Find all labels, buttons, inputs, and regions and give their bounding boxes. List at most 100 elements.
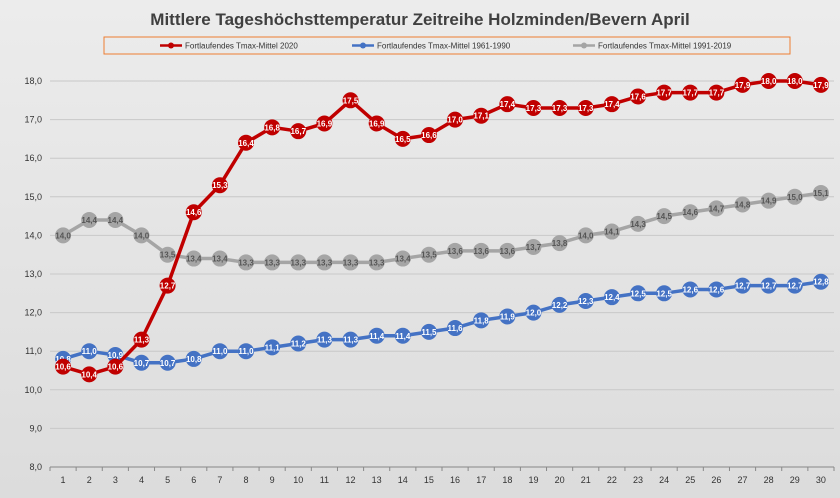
data-point	[133, 354, 150, 371]
x-tick-label: 2	[87, 475, 92, 485]
data-point	[760, 73, 777, 89]
data-label: 14,6	[682, 208, 698, 217]
data-point	[368, 254, 385, 271]
data-point	[708, 281, 725, 298]
data-label: 14,7	[709, 204, 725, 213]
x-tick-label: 26	[711, 475, 721, 485]
data-label: 16,7	[290, 127, 306, 136]
x-tick-label: 24	[659, 475, 669, 485]
data-label: 10,6	[108, 363, 124, 372]
data-label: 11,4	[369, 332, 385, 341]
legend-swatch-marker	[581, 42, 587, 49]
data-label: 15,1	[813, 189, 829, 198]
data-point	[316, 115, 333, 132]
data-point	[211, 250, 228, 267]
data-label: 17,7	[656, 89, 672, 98]
data-point	[734, 277, 751, 294]
data-point	[368, 115, 385, 132]
data-point	[734, 196, 751, 213]
data-point	[238, 254, 254, 271]
data-point	[734, 76, 751, 93]
data-label: 11,0	[212, 347, 228, 356]
data-label: 11,0	[82, 347, 98, 356]
chart-title: Mittlere Tageshöchsttemperatur Zeitreihe…	[150, 10, 689, 29]
series-2: 14,0 14,4 14,4 14,0 13,5 13,4 13,4 13,3 13,3 13,3…	[55, 184, 829, 271]
data-label: 10,9	[108, 351, 124, 360]
data-label: 16,9	[369, 119, 385, 128]
data-point	[499, 242, 516, 259]
data-point	[159, 246, 176, 263]
data-point	[290, 335, 307, 352]
legend-swatch-marker	[360, 42, 366, 49]
data-point	[264, 254, 281, 271]
x-tick-label: 10	[293, 475, 303, 485]
data-label: 13,4	[212, 255, 228, 264]
data-point	[107, 347, 124, 364]
data-label: 17,1	[473, 112, 489, 121]
data-label: 13,8	[552, 239, 568, 248]
data-label: 14,0	[55, 231, 71, 240]
x-tick-label: 9	[270, 475, 275, 485]
data-label: 14,9	[761, 197, 777, 206]
data-point	[812, 184, 829, 201]
data-point	[55, 358, 72, 375]
data-point	[316, 254, 333, 271]
data-point	[133, 331, 150, 348]
data-label: 13,4	[186, 255, 202, 264]
data-point	[682, 204, 699, 221]
data-label: 13,5	[421, 251, 437, 260]
x-tick-label: 18	[502, 475, 512, 485]
data-label: 12,7	[787, 282, 803, 291]
data-label: 17,3	[552, 104, 568, 113]
data-point	[394, 250, 411, 267]
legend-item: Fortlaufendes Tmax-Mittel 1961-1990	[352, 42, 511, 51]
x-tick-label: 5	[165, 475, 170, 485]
x-tick-label: 13	[372, 475, 382, 485]
data-label: 13,3	[238, 258, 254, 267]
data-label: 14,1	[604, 228, 620, 237]
y-tick-label: 15,0	[24, 192, 42, 202]
data-label: 13,6	[500, 247, 516, 256]
data-label: 17,6	[630, 92, 646, 101]
data-label: 17,7	[709, 89, 725, 98]
legend-item: Fortlaufendes Tmax-Mittel 1991-2019	[573, 42, 732, 51]
data-label: 12,6	[709, 285, 725, 294]
data-label: 10,4	[81, 370, 97, 379]
data-point	[185, 204, 202, 221]
data-point	[630, 88, 646, 105]
data-point	[812, 273, 829, 290]
data-point	[603, 223, 620, 240]
data-point	[812, 76, 829, 93]
data-point	[577, 293, 594, 310]
data-point	[133, 227, 150, 244]
data-point	[368, 327, 385, 344]
data-point	[264, 119, 281, 136]
series-line	[62, 279, 822, 365]
y-tick-label: 12,0	[24, 308, 42, 318]
data-label: 12,5	[656, 289, 672, 298]
y-tick-label: 17,0	[24, 115, 42, 125]
data-label: 14,0	[134, 231, 150, 240]
data-label: 16,5	[395, 135, 411, 144]
data-point	[760, 192, 777, 209]
data-point	[185, 350, 202, 367]
data-point	[760, 277, 777, 294]
data-label: 13,3	[369, 258, 385, 267]
y-tick-label: 13,0	[24, 269, 42, 279]
data-label: 10,7	[134, 359, 150, 368]
data-label: 11,4	[395, 332, 411, 341]
x-tick-label: 1	[61, 475, 66, 485]
data-label: 15,0	[787, 193, 803, 202]
data-label: 10,8	[186, 355, 202, 364]
data-point	[499, 96, 516, 113]
gridlines	[50, 80, 834, 468]
x-tick-label: 14	[398, 475, 408, 485]
y-tick-label: 11,0	[25, 346, 42, 356]
data-point	[238, 134, 254, 151]
legend-swatch-marker	[168, 42, 174, 49]
data-point	[55, 227, 72, 244]
data-label: 11,0	[238, 347, 254, 356]
data-label: 14,6	[186, 208, 202, 217]
data-point	[499, 308, 516, 325]
